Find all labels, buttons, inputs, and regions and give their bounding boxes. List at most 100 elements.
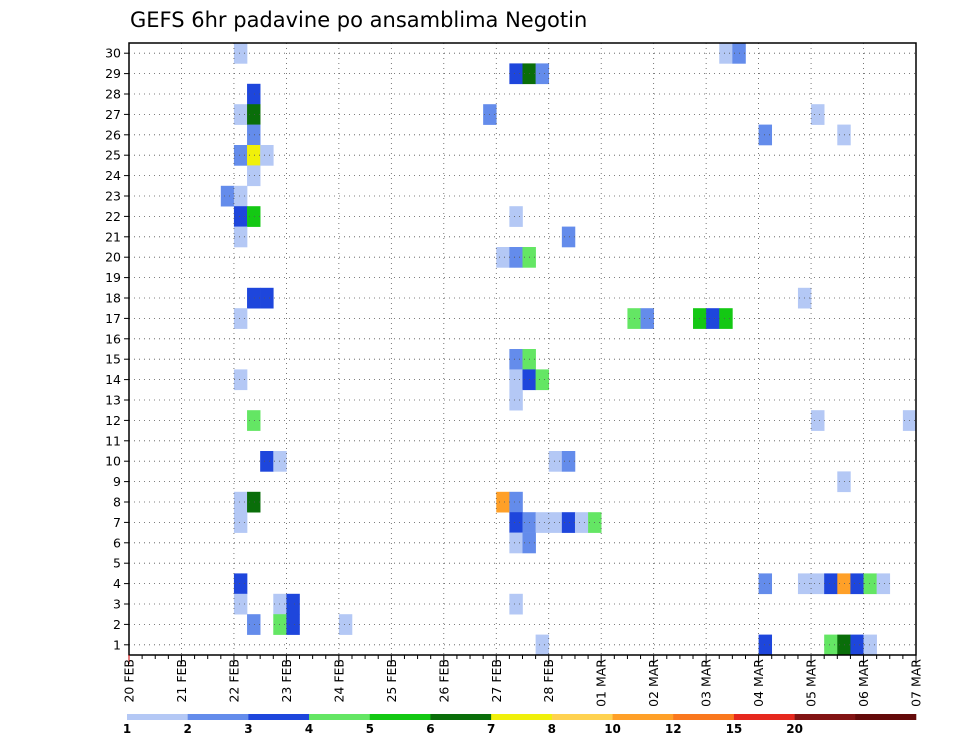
y-axis: 1234567891011121314151617181920212223242… [105, 46, 129, 652]
colorbar-label: 1 [123, 722, 131, 736]
colorbar-segment [551, 714, 613, 720]
data-cell [247, 165, 261, 187]
data-cell [719, 308, 733, 329]
data-cell [758, 573, 773, 595]
data-cell [233, 308, 248, 329]
colorbar-segment [855, 714, 917, 720]
x-tick-label: 02 MAR [646, 659, 661, 707]
data-cell [247, 410, 261, 431]
data-cell [233, 206, 248, 227]
y-tick-label: 1 [113, 637, 121, 652]
colorbar-segment [733, 714, 795, 720]
data-cell [260, 287, 274, 309]
data-cell [233, 491, 248, 513]
colorbar-label: 8 [548, 722, 556, 736]
data-cell [758, 634, 773, 656]
colorbar-segment [794, 714, 856, 720]
data-cell [233, 185, 248, 207]
data-cell [233, 43, 248, 64]
data-cell [509, 369, 523, 391]
data-cell [496, 491, 510, 513]
y-tick-label: 26 [105, 127, 121, 142]
x-tick-label: 26 FEB [436, 659, 451, 703]
y-tick-label: 6 [113, 535, 121, 550]
colorbar-label: 7 [487, 722, 495, 736]
x-tick-label: 01 MAR [594, 659, 609, 707]
grid-layer [129, 43, 916, 655]
y-tick-label: 14 [105, 372, 121, 387]
colorbar-segment [673, 714, 735, 720]
x-tick-label: 27 FEB [489, 659, 504, 703]
data-cell [233, 369, 248, 391]
data-cell [509, 389, 523, 411]
data-cell [824, 634, 838, 656]
data-cell [863, 573, 877, 595]
data-cell [811, 410, 825, 431]
x-tick-label: 04 MAR [751, 659, 766, 707]
x-tick-label: 03 MAR [699, 659, 714, 707]
data-cell [509, 593, 523, 615]
data-cell [640, 308, 654, 329]
data-cell [233, 573, 248, 595]
data-cell [220, 185, 235, 207]
data-cell [548, 512, 563, 533]
colorbar-label: 10 [604, 722, 621, 736]
data-cell [509, 63, 523, 85]
data-cell [535, 63, 550, 85]
data-cell [719, 43, 733, 64]
y-tick-label: 19 [105, 270, 121, 285]
data-cell [509, 206, 523, 227]
x-tick-label: 22 FEB [226, 659, 241, 703]
colorbar-label: 3 [244, 722, 252, 736]
y-tick-label: 24 [105, 168, 121, 183]
data-cell [509, 247, 523, 268]
data-cell [535, 634, 550, 656]
data-cell [338, 614, 353, 635]
colorbar-label: 2 [184, 722, 192, 736]
x-tick-label: 28 FEB [541, 659, 556, 703]
x-tick-label: 20 FEB [122, 659, 137, 703]
x-tick-label: 06 MAR [856, 659, 871, 707]
data-cell [548, 451, 563, 472]
data-cell [811, 104, 825, 125]
y-tick-label: 13 [105, 393, 121, 408]
y-tick-label: 3 [113, 597, 121, 612]
colorbar: 1 2 3 4 5 6 7 8 10 12 15 20 [123, 714, 917, 736]
data-cell [535, 512, 550, 533]
data-cell [824, 573, 838, 595]
y-tick-label: 23 [105, 189, 121, 204]
colorbar-label: 6 [426, 722, 434, 736]
y-tick-label: 10 [105, 454, 121, 469]
data-cell [247, 124, 261, 146]
data-cell [811, 573, 825, 595]
data-cell [509, 532, 523, 554]
y-tick-label: 8 [113, 495, 121, 510]
data-cell [247, 145, 261, 166]
data-cell [286, 593, 300, 615]
data-cell [247, 287, 261, 309]
x-tick-label: 23 FEB [279, 659, 294, 703]
colorbar-segment [491, 714, 553, 720]
data-cell [509, 512, 523, 533]
colorbar-label: 15 [726, 722, 743, 736]
data-cell [247, 104, 261, 125]
data-cell [247, 491, 261, 513]
y-tick-label: 17 [105, 311, 121, 326]
colorbar-segment [369, 714, 431, 720]
y-tick-label: 22 [105, 209, 121, 224]
data-cell [496, 247, 510, 268]
x-tick-label: 21 FEB [174, 659, 189, 703]
colorbar-label: 12 [665, 722, 682, 736]
data-cell [247, 614, 261, 635]
colorbar-segment [187, 714, 249, 720]
data-cell [260, 145, 274, 166]
colorbar-segment [430, 714, 492, 720]
x-tick-label: 25 FEB [384, 659, 399, 703]
y-tick-label: 11 [105, 433, 121, 448]
y-tick-label: 2 [113, 617, 121, 632]
data-cell [260, 451, 274, 472]
x-axis: 20 FEB 21 FEB 22 FEB 23 FEB 24 FEB 25 FEB 26 F… [122, 655, 924, 707]
data-cell [233, 104, 248, 125]
y-tick-label: 27 [105, 107, 121, 122]
